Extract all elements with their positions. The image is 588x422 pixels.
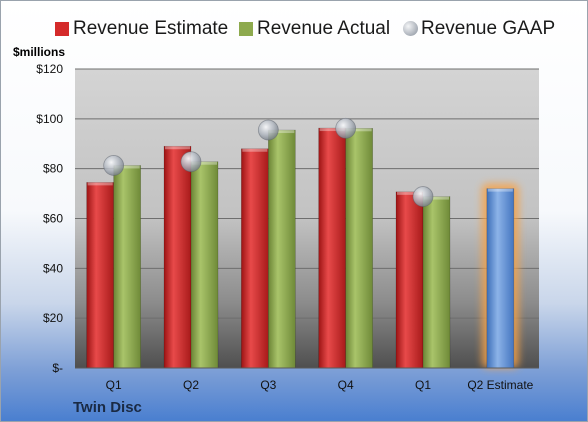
bar-highlight <box>269 130 295 134</box>
legend-swatch-revenue-gaap <box>403 21 418 36</box>
legend-label-revenue-estimate: Revenue Estimate <box>73 18 229 39</box>
bar-revenue-estimate <box>163 145 192 369</box>
bar-revenue-actual <box>190 161 219 369</box>
bar-revenue-estimate <box>241 148 269 369</box>
legend-label-revenue-actual: Revenue Actual <box>257 18 391 39</box>
y-tick-label: $- <box>52 361 63 375</box>
bar-revenue-actual <box>345 128 373 369</box>
company-name: Twin Disc <box>73 399 142 416</box>
y-tick-label: $20 <box>43 311 63 325</box>
bar-q2-estimate <box>486 188 515 369</box>
y-axis-unit-label: $millions <box>13 45 66 59</box>
y-tick-label: $100 <box>36 112 63 126</box>
marker-revenue-gaap <box>412 186 434 207</box>
bar-revenue-actual <box>113 165 141 369</box>
bar-highlight <box>242 148 268 152</box>
bar-highlight <box>487 188 513 192</box>
marker-revenue-gaap <box>180 151 202 173</box>
bar-highlight <box>424 196 449 200</box>
bar-highlight <box>165 146 190 150</box>
legend-swatch-revenue-actual <box>239 22 253 36</box>
x-tick-label: Q2 Estimate <box>467 378 533 392</box>
legend-label-revenue-gaap: Revenue GAAP <box>421 18 556 39</box>
bar-revenue-estimate <box>86 182 114 369</box>
marker-revenue-gaap <box>257 119 279 141</box>
bar-highlight <box>346 128 372 132</box>
marker-revenue-gaap <box>335 117 357 139</box>
x-tick-label: Q4 <box>338 378 354 392</box>
bar-highlight <box>114 165 140 169</box>
marker-revenue-gaap <box>103 155 125 176</box>
bar-highlight <box>319 128 345 132</box>
bar-highlight <box>192 161 217 165</box>
bar-revenue-actual <box>422 196 451 369</box>
y-tick-label: $80 <box>43 162 63 176</box>
y-tick-label: $60 <box>43 212 63 226</box>
legend: Revenue Estimate Revenue Actual Revenue … <box>1 17 587 43</box>
bar-highlight <box>87 182 113 186</box>
bar-revenue-actual <box>268 129 296 369</box>
x-tick-label: Q3 <box>260 378 276 392</box>
x-tick-label: Q1 <box>106 378 122 392</box>
y-tick-label: $40 <box>43 261 63 275</box>
y-tick-label: $120 <box>36 62 63 76</box>
bar-highlight <box>397 191 422 195</box>
bar-revenue-estimate <box>395 191 424 369</box>
bar-revenue-estimate <box>318 127 346 369</box>
legend-swatch-revenue-estimate <box>55 22 69 36</box>
x-tick-label: Q1 <box>415 378 431 392</box>
x-tick-label: Q2 <box>183 378 199 392</box>
